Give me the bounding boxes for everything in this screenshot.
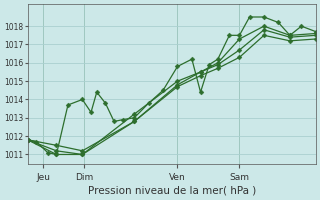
X-axis label: Pression niveau de la mer( hPa ): Pression niveau de la mer( hPa ) xyxy=(88,186,256,196)
